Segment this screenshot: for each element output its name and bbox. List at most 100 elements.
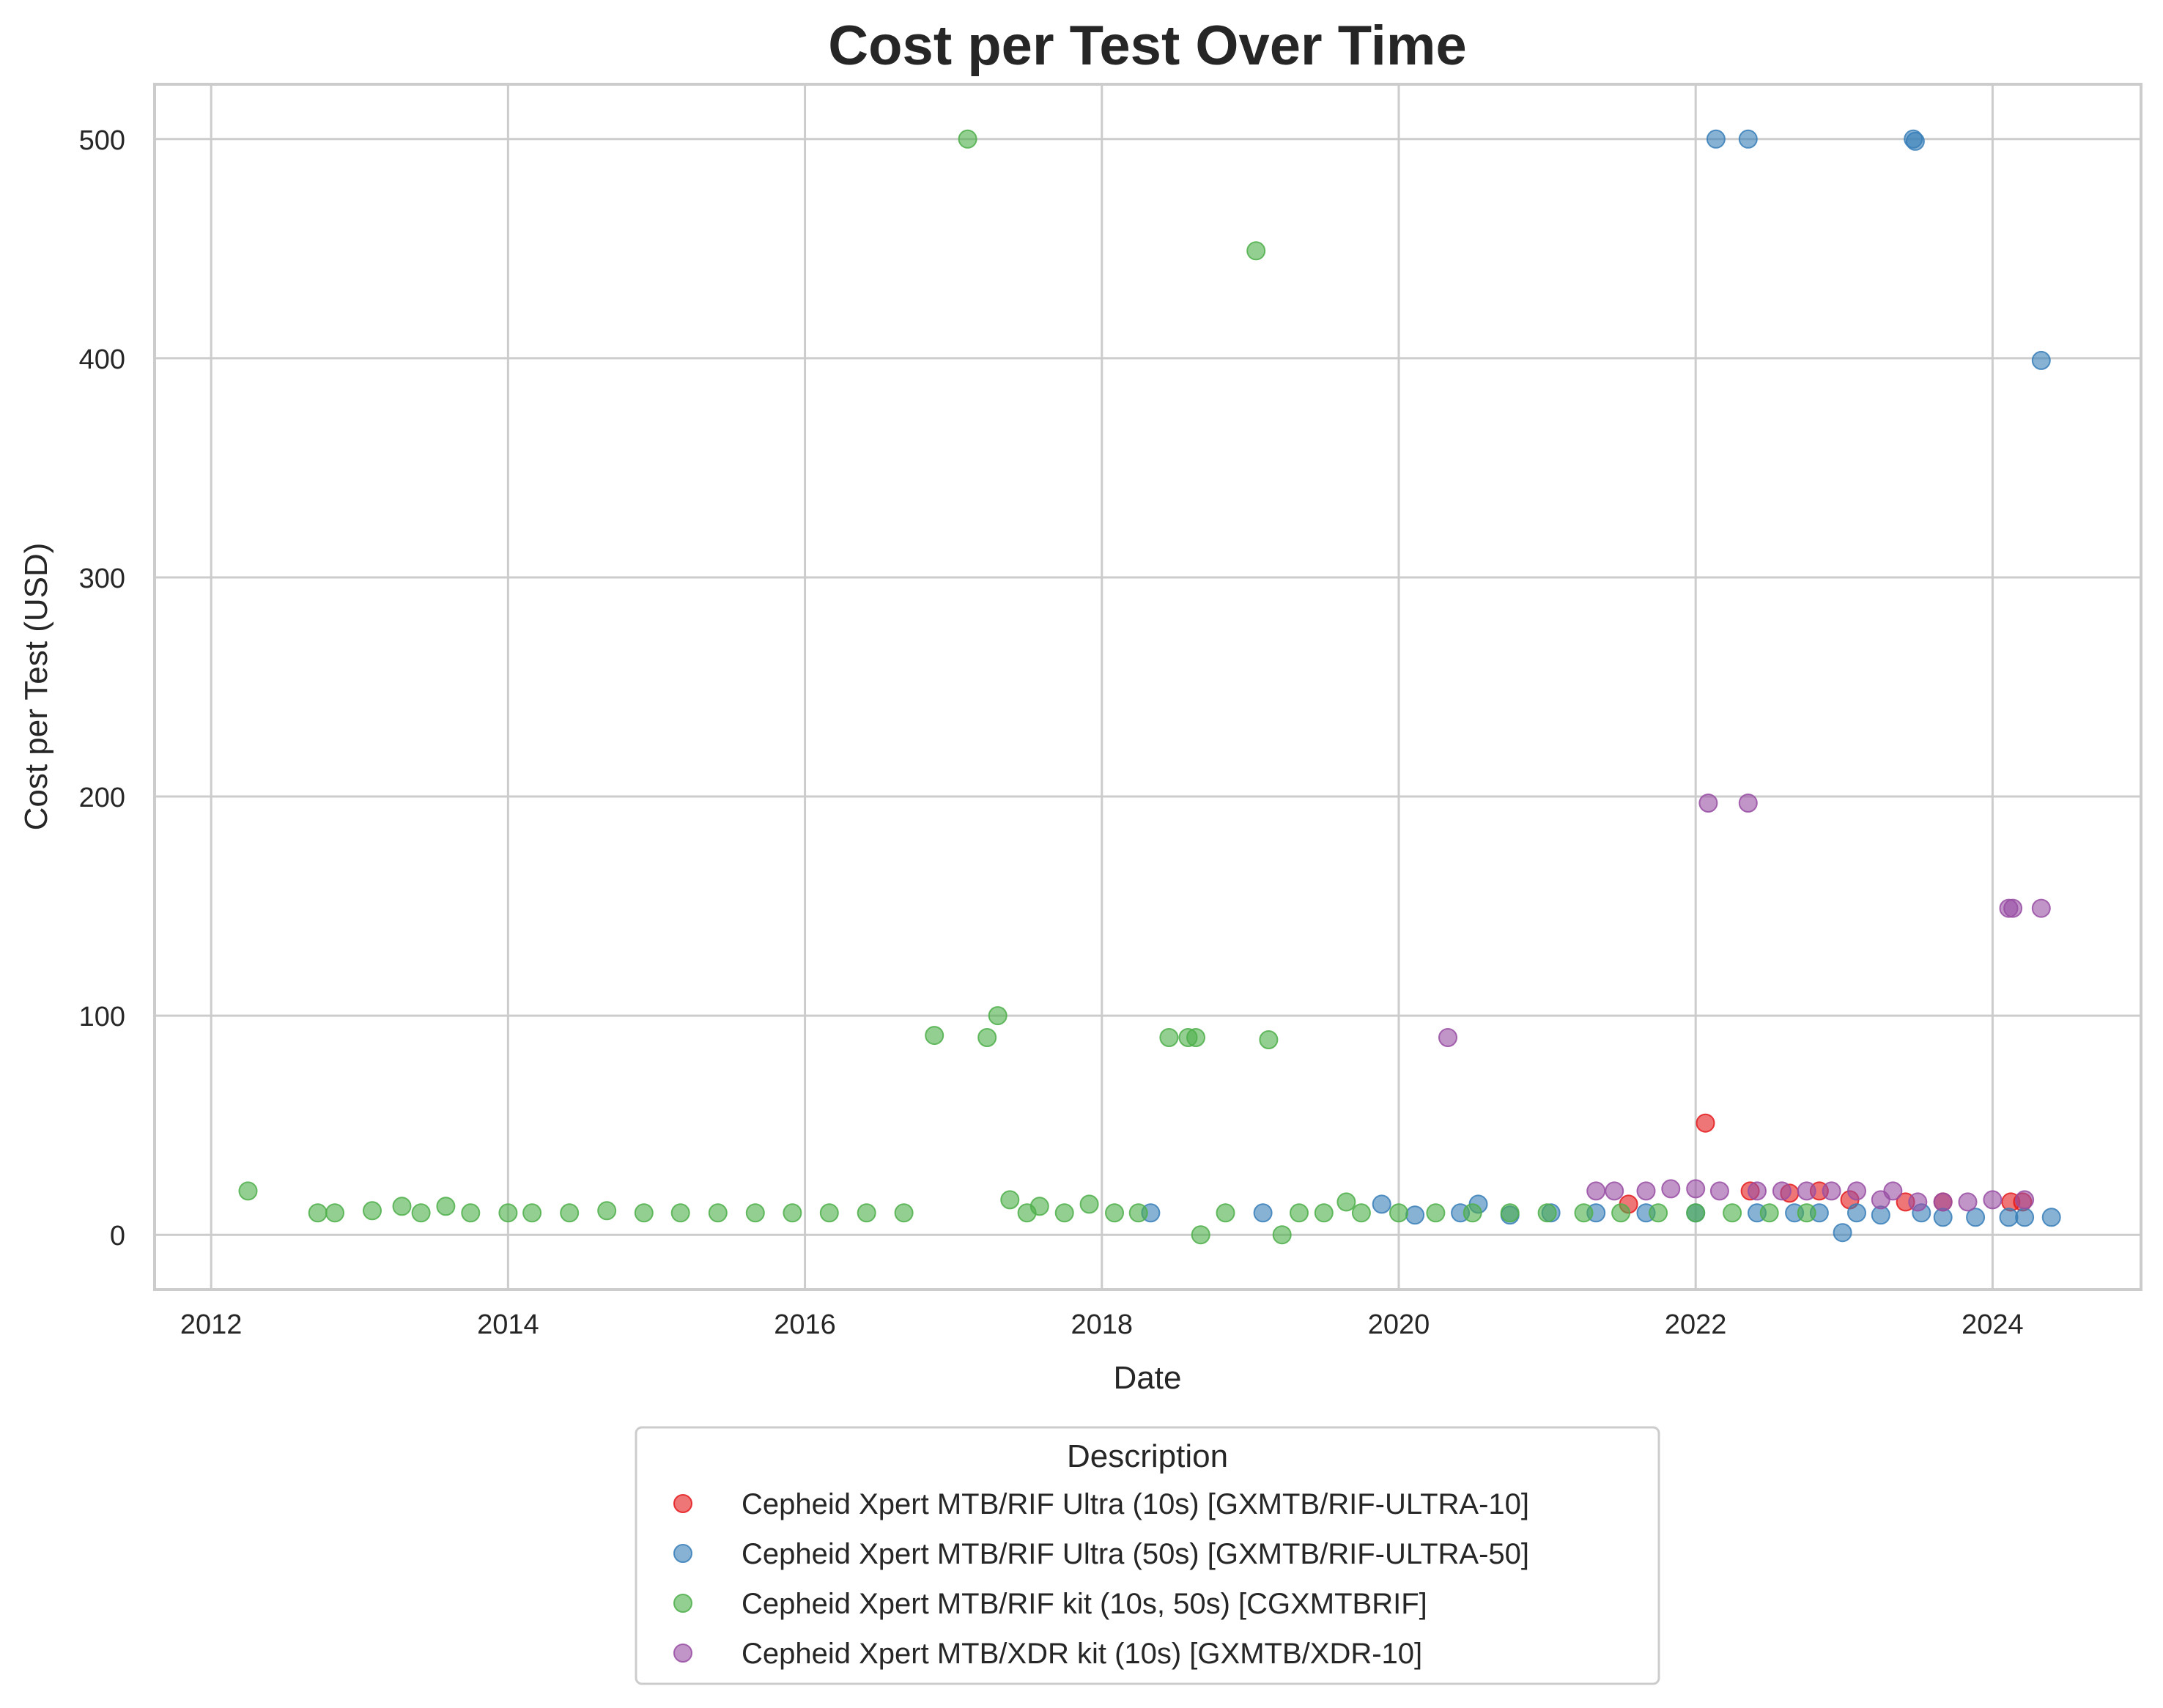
series-3-point-46 (1463, 1203, 1482, 1223)
series-4-point-10 (1748, 1181, 1767, 1201)
series-3-point-10 (522, 1203, 542, 1223)
legend-marker-2 (673, 1544, 692, 1563)
x-tick-label-2012: 2012 (180, 1309, 243, 1340)
series-3-point-19 (857, 1203, 876, 1223)
series-2-point-21 (1905, 131, 1925, 151)
series-4-point-6 (1686, 1179, 1706, 1199)
series-4-point-20 (1983, 1190, 2003, 1210)
series-3-point-5 (392, 1197, 412, 1216)
series-4-point-3 (1605, 1181, 1624, 1201)
series-3-point-51 (1649, 1203, 1668, 1223)
series-3-point-30 (1105, 1203, 1124, 1223)
grid (155, 84, 2141, 1290)
series-2-point-2 (1253, 1203, 1273, 1223)
series-3-point-53 (1723, 1203, 1742, 1223)
series-4-point-16 (1883, 1181, 1903, 1201)
y-tick-label-200: 200 (79, 783, 125, 813)
y-tick-label-0: 0 (110, 1221, 125, 1252)
legend-label-2: Cepheid Xpert MTB/RIF Ultra (50s) [GXMTB… (742, 1538, 1529, 1570)
series-3-point-43 (1351, 1203, 1371, 1223)
series-4-point-22 (2003, 898, 2023, 918)
series-3-point-28 (1054, 1203, 1074, 1223)
series-2-point-4 (1405, 1205, 1425, 1225)
series-3-point-22 (958, 129, 977, 149)
series-2-point-18 (1847, 1203, 1866, 1223)
series-4-point-12 (1797, 1181, 1816, 1201)
legend-box (635, 1426, 1660, 1685)
legend-marker-4 (673, 1644, 692, 1663)
series-3-point-44 (1389, 1203, 1408, 1223)
legend-label-1: Cepheid Xpert MTB/RIF Ultra (10s) [GXMTB… (742, 1488, 1529, 1520)
legend-label-3: Cepheid Xpert MTB/RIF kit (10s, 50s) [CG… (742, 1588, 1427, 1620)
series-3-point-20 (894, 1203, 914, 1223)
legend: Description Cepheid Xpert MTB/RIF Ultra … (635, 1426, 1660, 1685)
series-3 (238, 129, 1816, 1245)
series-3-point-23 (977, 1028, 997, 1047)
y-tick-label-300: 300 (79, 563, 125, 594)
series-3-point-4 (363, 1201, 382, 1221)
series-3-point-55 (1797, 1203, 1816, 1223)
series-2-point-24 (1966, 1208, 1986, 1227)
data-points (238, 129, 2061, 1245)
legend-title: Description (1067, 1438, 1228, 1474)
x-tick-label-2016: 2016 (774, 1309, 836, 1340)
series-3-point-27 (1029, 1197, 1049, 1216)
series-3-point-24 (988, 1006, 1007, 1026)
series-3-point-49 (1574, 1203, 1594, 1223)
series-3-point-2 (308, 1203, 328, 1223)
series-3-point-34 (1186, 1028, 1205, 1047)
series-3-point-47 (1500, 1203, 1520, 1223)
series-3-point-41 (1314, 1203, 1334, 1223)
legend-items: Cepheid Xpert MTB/RIF Ultra (10s) [GXMTB… (673, 1488, 1529, 1670)
series-3-point-3 (325, 1203, 344, 1223)
series-3-point-1 (238, 1181, 258, 1201)
series-3-point-17 (783, 1203, 802, 1223)
series-3-point-50 (1611, 1203, 1631, 1223)
series-4-point-4 (1636, 1181, 1656, 1201)
series-3-point-25 (1000, 1190, 1020, 1210)
series-4-point-14 (1847, 1181, 1866, 1201)
series-3-point-12 (597, 1201, 617, 1221)
series-3-point-36 (1216, 1203, 1235, 1223)
x-tick-label-2020: 2020 (1368, 1309, 1430, 1340)
legend-marker-3 (673, 1594, 692, 1613)
series-4-point-5 (1661, 1179, 1681, 1199)
y-axis-label: Cost per Test (USD) (18, 543, 54, 831)
x-tick-label-2024: 2024 (1962, 1309, 2024, 1340)
series-4-point-18 (1933, 1192, 1953, 1212)
series-3-point-16 (745, 1203, 765, 1223)
series-1-point-2 (1696, 1113, 1715, 1133)
series-4-point-23 (2015, 1190, 2035, 1210)
y-tick-label-100: 100 (79, 1002, 125, 1032)
series-4-point-13 (1822, 1181, 1841, 1201)
series-4 (1438, 794, 2051, 1212)
series-2-point-28 (2041, 1208, 2061, 1227)
x-axis-label: Date (1114, 1360, 1182, 1396)
tick-labels: 2012 2014 2016 2018 2020 2022 2024 0 100 200 300 40… (79, 125, 2024, 1340)
series-3-point-45 (1426, 1203, 1446, 1223)
series-4-point-24 (2031, 898, 2051, 918)
series-3-point-54 (1759, 1203, 1779, 1223)
series-2-point-25 (1999, 1208, 2019, 1227)
series-4-point-2 (1586, 1181, 1606, 1201)
series-2-point-13 (1738, 129, 1758, 149)
y-tick-label-500: 500 (79, 125, 125, 156)
series-3-point-6 (411, 1203, 431, 1223)
y-tick-label-400: 400 (79, 344, 125, 375)
series-3-point-15 (708, 1203, 728, 1223)
series-3-point-42 (1336, 1192, 1356, 1212)
series-3-point-39 (1272, 1225, 1292, 1245)
series-4-point-1 (1438, 1028, 1457, 1047)
series-3-point-37 (1246, 241, 1266, 261)
series-4-point-17 (1908, 1192, 1928, 1212)
series-4-point-7 (1698, 794, 1718, 813)
series-3-point-8 (461, 1203, 481, 1223)
x-tick-label-2022: 2022 (1665, 1309, 1727, 1340)
series-3-point-35 (1191, 1225, 1210, 1245)
series-3-point-7 (436, 1197, 456, 1216)
series-4-point-8 (1709, 1181, 1729, 1201)
chart-title: Cost per Test Over Time (828, 15, 1466, 77)
series-3-point-31 (1128, 1203, 1148, 1223)
x-tick-label-2014: 2014 (477, 1309, 539, 1340)
